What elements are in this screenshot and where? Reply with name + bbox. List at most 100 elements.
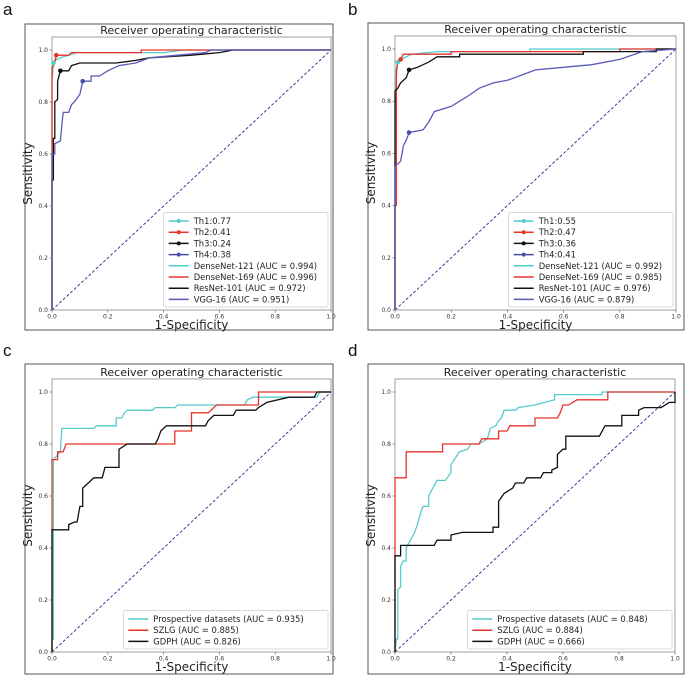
chart-title: Receiver operating characteristic xyxy=(444,23,627,36)
roc-curve-3 xyxy=(394,392,676,652)
roc-curve-3 xyxy=(51,49,331,310)
legend-marker xyxy=(176,241,181,246)
y-axis-label: Sensitivity xyxy=(21,142,35,204)
y-tick-label: 0.8 xyxy=(381,98,391,105)
roc-curve-2 xyxy=(394,391,675,652)
y-axis-label: Sensitivity xyxy=(364,142,378,204)
legend-label: Th1:0.55 xyxy=(538,216,576,226)
legend-marker xyxy=(176,252,181,257)
threshold-point-2 xyxy=(53,52,59,58)
legend-box xyxy=(163,212,329,308)
chart-title: Receiver operating characteristic xyxy=(100,366,283,379)
y-tick-label: 0.0 xyxy=(38,649,48,656)
roc-panel-c: c Receiver operating characteristic 1-Spec… xyxy=(3,341,336,675)
legend-label: DenseNet-121 (AUC = 0.994) xyxy=(194,261,317,271)
chart-title: Receiver operating characteristic xyxy=(444,366,627,379)
legend-label: VGG-16 (AUC = 0.879) xyxy=(539,294,635,304)
x-tick-label: 0.6 xyxy=(215,314,225,321)
roc-curve-1 xyxy=(394,391,675,653)
threshold-point-1 xyxy=(51,60,56,66)
roc-curve-4 xyxy=(394,48,677,310)
y-tick-label: 1.0 xyxy=(381,46,391,53)
panel-label: b xyxy=(348,0,357,19)
x-tick-label: 0.8 xyxy=(270,656,280,663)
x-tick-label: 0.2 xyxy=(446,314,456,321)
x-tick-label: 0.0 xyxy=(47,656,57,663)
y-tick-label: 0.2 xyxy=(38,255,48,262)
y-tick-label: 0.2 xyxy=(381,597,391,604)
x-axis-label: 1-Specificity xyxy=(499,318,573,332)
legend-label: SZLG (AUC = 0.885) xyxy=(153,625,238,635)
chance-diagonal-line xyxy=(394,391,676,653)
y-tick-label: 0.4 xyxy=(38,545,48,552)
legend-label: Prospective datasets (AUC = 0.935) xyxy=(153,614,303,624)
x-tick-label: 0.0 xyxy=(390,314,400,321)
roc-curve-1 xyxy=(51,49,331,310)
y-tick-label: 0.8 xyxy=(38,99,48,106)
legend-label: Th3:0.36 xyxy=(538,238,576,248)
threshold-point-4 xyxy=(80,78,85,84)
x-tick-label: 1.0 xyxy=(670,656,680,663)
chance-diagonal-line xyxy=(394,48,677,311)
y-tick-label: 0.2 xyxy=(38,597,48,604)
legend-label: DenseNet-169 (AUC = 0.985) xyxy=(539,272,662,282)
chart-title: Receiver operating characteristic xyxy=(100,24,283,37)
roc-curve-3 xyxy=(51,391,331,652)
legend-label: Th4:0.41 xyxy=(538,250,576,260)
x-tick-label: 0.0 xyxy=(47,314,57,321)
x-tick-label: 0.2 xyxy=(103,656,113,663)
legend-label: ResNet-101 (AUC = 0.972) xyxy=(194,283,306,293)
threshold-point-4 xyxy=(406,130,412,135)
y-tick-label: 0.6 xyxy=(381,150,391,157)
legend: Th1:0.77Th2:0.41Th3:0.24Th4:0.38DenseNet… xyxy=(163,212,329,308)
x-tick-label: 0.0 xyxy=(390,656,400,663)
legend-label: ResNet-101 (AUC = 0.976) xyxy=(539,283,651,293)
y-tick-label: 0.0 xyxy=(381,649,391,656)
legend-box xyxy=(466,610,673,650)
x-tick-label: 0.6 xyxy=(559,314,569,321)
panel-border xyxy=(367,363,685,675)
roc-panel-d: d Receiver operating characteristic 1-Spec… xyxy=(348,341,685,675)
roc-curve-3 xyxy=(394,48,676,310)
y-tick-label: 1.0 xyxy=(38,389,48,396)
legend-label: DenseNet-121 (AUC = 0.992) xyxy=(539,261,662,271)
x-tick-label: 0.2 xyxy=(103,314,113,321)
legend-label: Th3:0.24 xyxy=(193,238,231,248)
legend: Th1:0.55Th2:0.47Th3:0.36Th4:0.41DenseNet… xyxy=(508,212,674,308)
x-tick-label: 0.4 xyxy=(159,314,169,321)
x-tick-label: 0.6 xyxy=(558,656,568,663)
threshold-point-3 xyxy=(58,68,63,74)
legend: Prospective datasets (AUC = 0.935)SZLG (… xyxy=(122,610,329,650)
x-tick-label: 1.0 xyxy=(326,314,336,321)
x-tick-label: 0.4 xyxy=(159,656,169,663)
y-tick-label: 0.8 xyxy=(381,441,391,448)
legend-box xyxy=(122,610,329,650)
y-axis-label: Sensitivity xyxy=(21,484,35,546)
legend-label: VGG-16 (AUC = 0.951) xyxy=(194,294,290,304)
y-tick-label: 0.4 xyxy=(381,203,391,210)
chance-diagonal-line xyxy=(51,391,332,653)
legend-marker xyxy=(521,241,526,246)
panel-border xyxy=(24,23,334,331)
x-tick-label: 1.0 xyxy=(671,314,681,321)
x-tick-label: 0.4 xyxy=(502,656,512,663)
threshold-point-3 xyxy=(406,67,412,73)
x-tick-label: 0.8 xyxy=(615,314,625,321)
legend-label: Th1:0.77 xyxy=(193,216,231,226)
roc-curve-2 xyxy=(51,391,331,652)
panel-label: a xyxy=(3,0,13,19)
legend-marker xyxy=(176,230,181,235)
legend: Prospective datasets (AUC = 0.848)SZLG (… xyxy=(466,610,673,650)
x-axis-label: 1-Specificity xyxy=(155,660,229,674)
roc-panel-a: a Receiver operating characteristic 1-Spec… xyxy=(3,0,336,332)
threshold-point-2 xyxy=(398,57,403,62)
x-tick-label: 0.8 xyxy=(270,314,280,321)
legend-label: SZLG (AUC = 0.884) xyxy=(497,625,582,635)
x-tick-label: 0.2 xyxy=(446,656,456,663)
panel-label: c xyxy=(3,341,12,360)
panel-border xyxy=(24,363,334,675)
y-tick-label: 0.2 xyxy=(381,255,391,262)
x-axis-label: 1-Specificity xyxy=(498,660,572,674)
y-tick-label: 0.6 xyxy=(381,493,391,500)
